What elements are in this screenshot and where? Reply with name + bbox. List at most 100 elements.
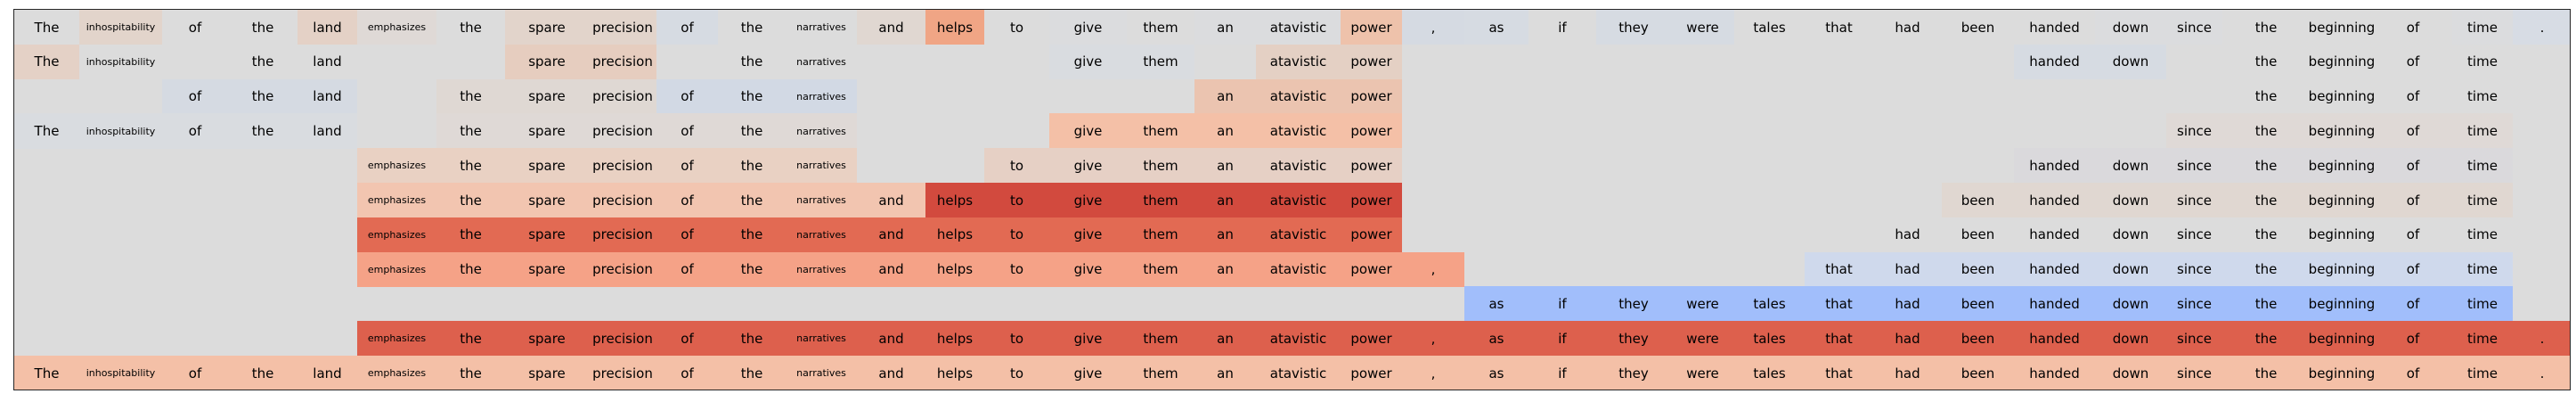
token-cell: been [1942, 321, 2014, 357]
token-cell: were [1671, 10, 1734, 45]
token-cell: precision [589, 217, 656, 253]
token-cell: an [1194, 321, 1256, 357]
token-cell: give [1049, 217, 1127, 253]
token-cell: of [656, 113, 718, 149]
token-cell: the [718, 10, 786, 45]
token-cell: the [436, 217, 505, 253]
token-cell: handed [2014, 356, 2095, 390]
token-cell: had [1873, 286, 1942, 322]
token-cell: been [1942, 286, 2014, 322]
token-cell: an [1194, 78, 1256, 114]
token-cell: spare [505, 356, 589, 390]
token-cell: since [2166, 148, 2222, 184]
token-cell: The [14, 113, 79, 149]
token-cell: spare [505, 44, 589, 80]
token-cell: handed [2014, 321, 2095, 357]
token-cell: the [2222, 148, 2310, 184]
token-cell: tales [1734, 286, 1805, 322]
token-cell: emphasizes [357, 183, 436, 218]
token-cell: land [298, 78, 357, 114]
token-cell: time [2452, 286, 2513, 322]
token-cell: them [1127, 113, 1194, 149]
token-cell: time [2452, 148, 2513, 184]
token-cell: spare [505, 321, 589, 357]
token-cell: of [162, 356, 228, 390]
token-cell: . [2513, 356, 2570, 390]
token-cell: power [1341, 44, 1402, 80]
token-cell: beginning [2309, 10, 2375, 45]
token-cell: of [2374, 286, 2452, 322]
token-cell: as [1464, 321, 1528, 357]
token-cell: of [2374, 10, 2452, 45]
token-cell: spare [505, 251, 589, 287]
token-cell: narratives [786, 10, 857, 45]
token-cell: the [2222, 217, 2310, 253]
token-cell: as [1464, 10, 1528, 45]
token-cell: narratives [786, 356, 857, 390]
token-cell: time [2452, 44, 2513, 80]
token-cell: them [1127, 10, 1194, 45]
token-cell: the [436, 113, 505, 149]
token-cell: an [1194, 10, 1256, 45]
token-cell: emphasizes [357, 217, 436, 253]
token-cell: spare [505, 78, 589, 114]
token-cell: if [1528, 356, 1596, 390]
token-cell: emphasizes [357, 356, 436, 390]
token-cell: power [1341, 251, 1402, 287]
token-cell: give [1049, 251, 1127, 287]
token-cell: atavistic [1256, 251, 1341, 287]
token-cell: of [162, 78, 228, 114]
token-cell: helps [925, 10, 984, 45]
token-cell: beginning [2309, 321, 2375, 357]
token-cell: and [857, 217, 925, 253]
token-cell: handed [2014, 286, 2095, 322]
token-cell: since [2166, 286, 2222, 322]
token-cell: since [2166, 217, 2222, 253]
token-cell: and [857, 321, 925, 357]
token-cell: land [298, 113, 357, 149]
token-cell: land [298, 356, 357, 390]
token-cell: they [1596, 286, 1671, 322]
token-cell: the [2222, 113, 2310, 149]
token-cell: them [1127, 217, 1194, 253]
token-cell: helps [925, 356, 984, 390]
token-cell: power [1341, 148, 1402, 184]
token-cell: tales [1734, 10, 1805, 45]
token-cell: down [2095, 148, 2166, 184]
token-cell: power [1341, 321, 1402, 357]
token-cell: to [984, 321, 1049, 357]
token-cell: the [2222, 78, 2310, 114]
token-cell: give [1049, 148, 1127, 184]
token-cell: helps [925, 183, 984, 218]
token-cell: handed [2014, 44, 2095, 80]
token-cell: helps [925, 321, 984, 357]
token-cell: of [2374, 321, 2452, 357]
attention-grid: The inhospitability of the land emphasizes the… [13, 9, 2571, 390]
token-cell: the [436, 78, 505, 114]
token-cell: atavistic [1256, 78, 1341, 114]
token-cell: the [2222, 10, 2310, 45]
token-cell: if [1528, 321, 1596, 357]
token-cell: that [1805, 321, 1873, 357]
token-cell: beginning [2309, 78, 2375, 114]
token-cell: The [14, 44, 79, 80]
token-cell: emphasizes [357, 321, 436, 357]
token-cell: atavistic [1256, 113, 1341, 149]
token-cell: if [1528, 286, 1596, 322]
token-cell: . [2513, 321, 2570, 357]
token-cell: narratives [786, 78, 857, 114]
token-cell: of [2374, 113, 2452, 149]
token-cell: of [2374, 44, 2452, 80]
token-cell: the [436, 183, 505, 218]
token-cell: that [1805, 356, 1873, 390]
token-cell: the [228, 356, 298, 390]
token-cell: emphasizes [357, 251, 436, 287]
token-cell: of [162, 113, 228, 149]
token-cell: the [2222, 183, 2310, 218]
token-cell: beginning [2309, 356, 2375, 390]
token-cell: an [1194, 148, 1256, 184]
token-cell: beginning [2309, 183, 2375, 218]
token-cell: the [436, 148, 505, 184]
token-cell: had [1873, 217, 1942, 253]
token-cell: beginning [2309, 44, 2375, 80]
